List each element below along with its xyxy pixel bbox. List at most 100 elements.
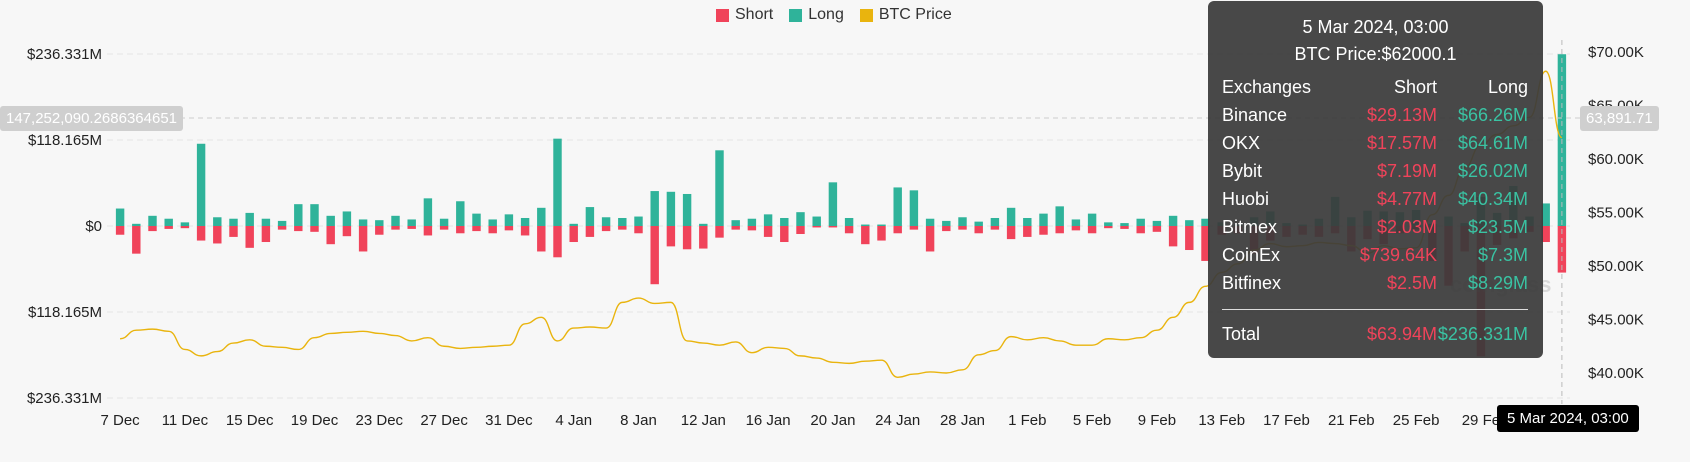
long-bar[interactable]	[310, 204, 319, 226]
long-bar[interactable]	[229, 218, 238, 226]
long-bar[interactable]	[1120, 223, 1129, 226]
long-bar[interactable]	[958, 217, 967, 226]
short-bar[interactable]	[990, 226, 1000, 230]
long-bar[interactable]	[504, 214, 514, 226]
long-bar[interactable]	[585, 207, 595, 226]
short-bar[interactable]	[715, 226, 724, 238]
long-bar[interactable]	[148, 215, 157, 226]
short-bar[interactable]	[1104, 226, 1113, 229]
long-bar[interactable]	[1055, 206, 1064, 226]
long-bar[interactable]	[634, 216, 643, 226]
short-bar[interactable]	[277, 226, 287, 230]
short-bar[interactable]	[504, 226, 514, 231]
long-bar[interactable]	[925, 218, 935, 226]
short-bar[interactable]	[439, 226, 449, 230]
short-bar[interactable]	[699, 226, 708, 249]
short-bar[interactable]	[942, 226, 951, 232]
long-bar[interactable]	[326, 215, 335, 226]
short-bar[interactable]	[196, 226, 206, 241]
long-bar[interactable]	[780, 217, 789, 226]
short-bar[interactable]	[261, 226, 271, 243]
short-bar[interactable]	[812, 226, 821, 228]
long-bar[interactable]	[115, 208, 125, 226]
short-bar[interactable]	[666, 226, 676, 247]
short-bar[interactable]	[1023, 226, 1032, 237]
short-bar[interactable]	[909, 226, 919, 230]
short-bar[interactable]	[958, 226, 967, 230]
short-bar[interactable]	[1087, 226, 1097, 234]
long-bar[interactable]	[164, 218, 173, 226]
long-bar[interactable]	[796, 212, 805, 226]
long-bar[interactable]	[180, 222, 190, 226]
long-bar[interactable]	[456, 201, 465, 226]
short-bar[interactable]	[132, 226, 141, 254]
long-bar[interactable]	[261, 218, 271, 226]
short-bar[interactable]	[407, 226, 416, 229]
long-bar[interactable]	[439, 218, 449, 226]
long-bar[interactable]	[407, 219, 416, 226]
long-bar[interactable]	[375, 220, 384, 226]
long-bar[interactable]	[893, 187, 902, 226]
long-bar[interactable]	[423, 198, 433, 226]
short-bar[interactable]	[1185, 226, 1194, 251]
short-bar[interactable]	[358, 226, 368, 252]
short-bar[interactable]	[115, 226, 125, 235]
short-bar[interactable]	[1120, 226, 1129, 229]
long-bar[interactable]	[699, 223, 708, 226]
long-bar[interactable]	[537, 207, 546, 226]
long-bar[interactable]	[601, 217, 611, 226]
long-bar[interactable]	[1023, 217, 1032, 226]
long-bar[interactable]	[1152, 220, 1162, 226]
long-bar[interactable]	[682, 193, 692, 226]
long-bar[interactable]	[861, 224, 870, 226]
short-bar[interactable]	[520, 226, 530, 236]
short-bar[interactable]	[585, 226, 595, 237]
long-bar[interactable]	[358, 219, 368, 226]
long-bar[interactable]	[132, 223, 141, 226]
long-bar[interactable]	[294, 204, 303, 226]
short-bar[interactable]	[1039, 226, 1048, 235]
long-bar[interactable]	[844, 217, 854, 226]
short-bar[interactable]	[213, 226, 222, 244]
short-bar[interactable]	[456, 226, 465, 234]
short-bar[interactable]	[861, 226, 870, 245]
long-bar[interactable]	[488, 219, 497, 226]
long-bar[interactable]	[1039, 213, 1048, 226]
short-bar[interactable]	[1201, 226, 1210, 261]
long-bar[interactable]	[1071, 219, 1081, 226]
short-bar[interactable]	[245, 226, 254, 248]
short-bar[interactable]	[1071, 226, 1081, 231]
short-bar[interactable]	[974, 226, 983, 234]
short-bar[interactable]	[1136, 226, 1145, 234]
long-bar[interactable]	[277, 220, 287, 226]
long-bar[interactable]	[812, 216, 821, 226]
long-bar[interactable]	[731, 220, 740, 226]
short-bar[interactable]	[164, 226, 173, 229]
short-bar[interactable]	[229, 226, 238, 237]
long-bar[interactable]	[1087, 213, 1097, 226]
long-bar[interactable]	[1006, 207, 1016, 226]
long-bar[interactable]	[666, 191, 676, 226]
short-bar[interactable]	[553, 226, 562, 258]
long-bar[interactable]	[974, 221, 983, 226]
short-bar[interactable]	[180, 226, 190, 229]
short-bar[interactable]	[601, 226, 611, 232]
short-bar[interactable]	[294, 226, 303, 232]
short-bar[interactable]	[650, 226, 659, 285]
short-bar[interactable]	[1055, 226, 1064, 234]
long-bar[interactable]	[909, 190, 919, 226]
legend-short[interactable]: Short	[716, 6, 773, 24]
short-bar[interactable]	[925, 226, 935, 252]
long-bar[interactable]	[213, 217, 222, 226]
short-bar[interactable]	[682, 226, 692, 250]
short-bar[interactable]	[828, 226, 838, 228]
short-bar[interactable]	[747, 226, 757, 231]
long-bar[interactable]	[1168, 215, 1178, 226]
long-bar[interactable]	[747, 218, 757, 226]
long-bar[interactable]	[196, 143, 206, 226]
short-bar[interactable]	[342, 226, 352, 237]
long-bar[interactable]	[763, 214, 773, 226]
long-bar[interactable]	[618, 217, 627, 226]
long-bar[interactable]	[520, 217, 530, 226]
long-bar[interactable]	[990, 217, 1000, 226]
